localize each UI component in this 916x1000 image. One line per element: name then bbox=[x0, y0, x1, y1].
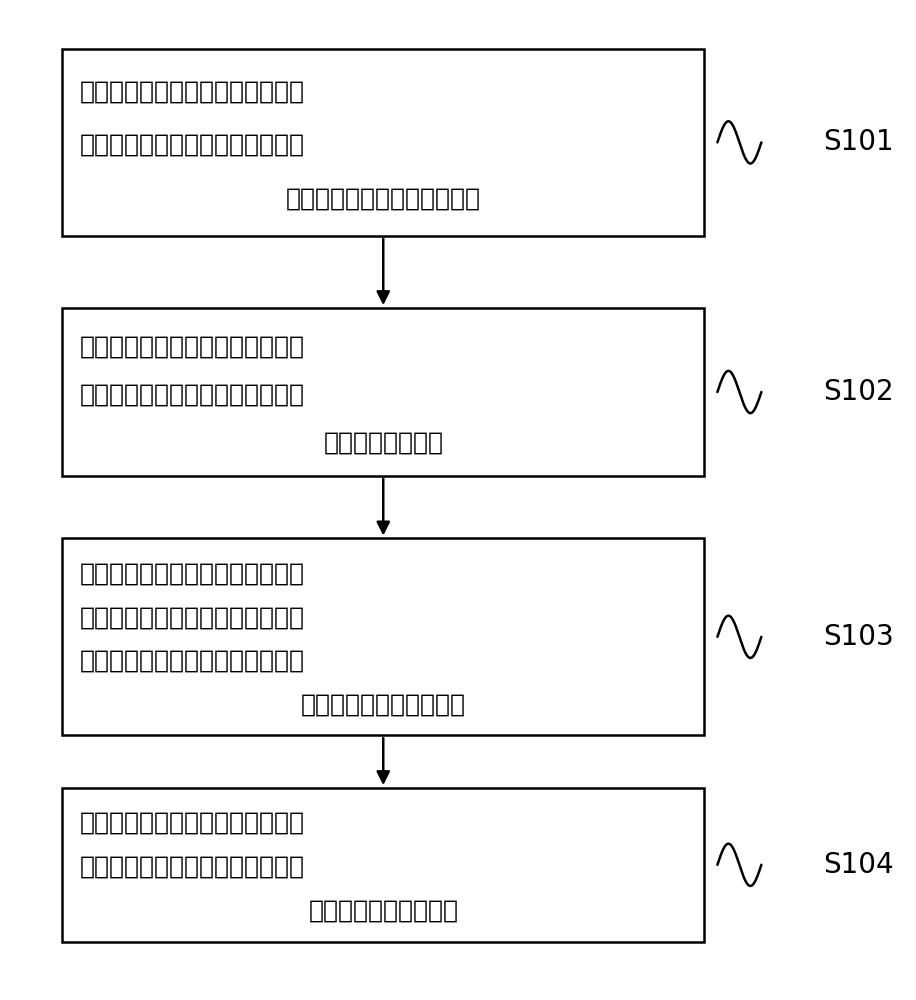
Text: 、所述实际输出功率确定每个采样: 、所述实际输出功率确定每个采样 bbox=[80, 382, 305, 406]
FancyBboxPatch shape bbox=[62, 788, 704, 942]
Text: S103: S103 bbox=[823, 623, 894, 651]
Text: 实际输出功率以及实际桨距角: 实际输出功率以及实际桨距角 bbox=[286, 187, 481, 211]
Text: 的所述风力发电机组的实际风速、: 的所述风力发电机组的实际风速、 bbox=[80, 133, 305, 157]
Text: 标，所述评价指标反映所述实际桨: 标，所述评价指标反映所述实际桨 bbox=[80, 649, 305, 673]
Text: 机组的桨距角是否异常: 机组的桨距角是否异常 bbox=[309, 899, 458, 923]
Text: 基于每个采样时刻的所述实际桨距: 基于每个采样时刻的所述实际桨距 bbox=[80, 561, 305, 585]
Text: S101: S101 bbox=[823, 128, 894, 156]
FancyBboxPatch shape bbox=[62, 308, 704, 476]
FancyBboxPatch shape bbox=[62, 538, 704, 735]
Text: S102: S102 bbox=[823, 378, 894, 406]
Text: 时刻的评价指标确定所述风力发电: 时刻的评价指标确定所述风力发电 bbox=[80, 855, 305, 879]
Text: 时刻的理论桨距角: 时刻的理论桨距角 bbox=[323, 430, 443, 454]
FancyBboxPatch shape bbox=[62, 49, 704, 236]
Text: 角与对应的理论桨距角计算评价指: 角与对应的理论桨距角计算评价指 bbox=[80, 605, 305, 629]
Text: 基于每个采样时刻的所述实际风速: 基于每个采样时刻的所述实际风速 bbox=[80, 334, 305, 358]
Text: 基于所述预定时间段内的所有采样: 基于所述预定时间段内的所有采样 bbox=[80, 811, 305, 835]
Text: 获取预定时间段内的每个采样时刻: 获取预定时间段内的每个采样时刻 bbox=[80, 80, 305, 104]
Text: 距角与理论桨距角的差异: 距角与理论桨距角的差异 bbox=[300, 693, 465, 717]
Text: S104: S104 bbox=[823, 851, 894, 879]
